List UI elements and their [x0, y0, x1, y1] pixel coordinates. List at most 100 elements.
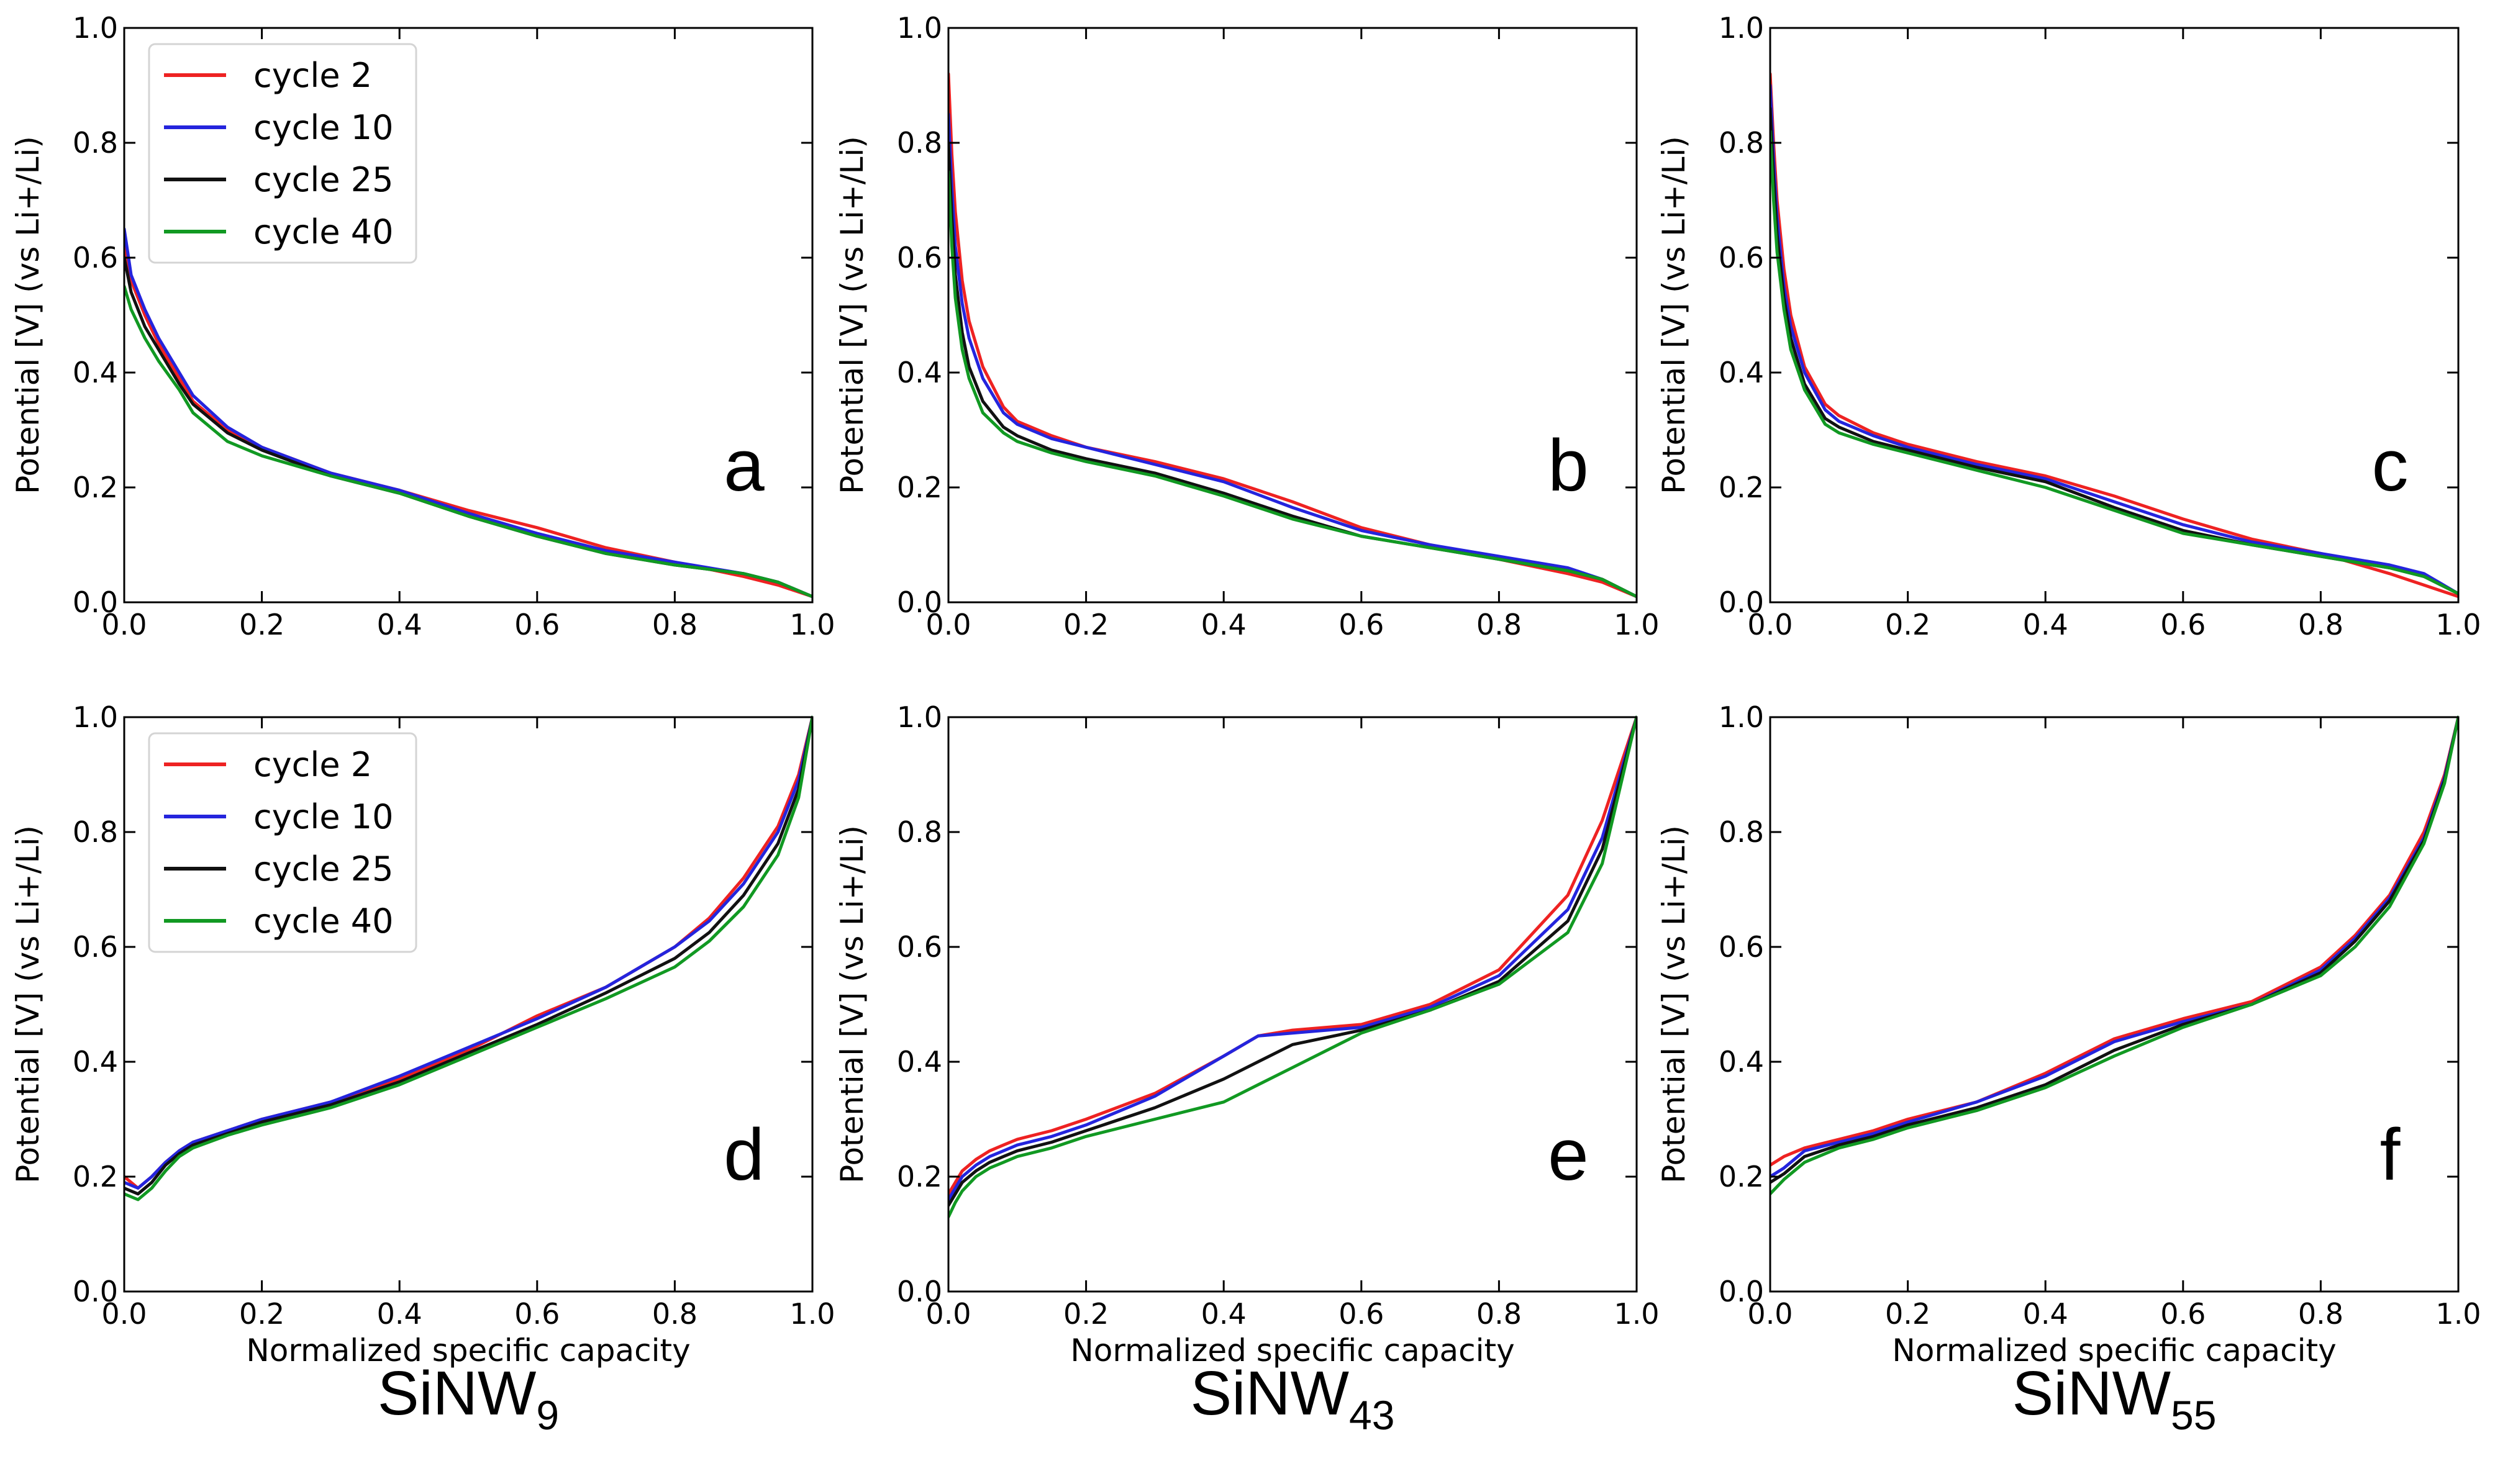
series-line-cycle-25: [1770, 715, 2458, 1184]
y-axis-title: Potential [V] (vs Li+/Li): [10, 136, 46, 494]
series-line-cycle-40: [124, 715, 812, 1201]
x-tick-label: 0.6: [2160, 608, 2206, 641]
x-tick-label: 1.0: [1614, 1297, 1659, 1331]
panel-e: 0.0 0.2 0.4 0.6 0.8 1.0 0.0 0.2 0.4 0.6 0.8 1.0 Pote…: [834, 700, 1660, 1369]
x-tick-label: 1.0: [789, 608, 835, 641]
y-tick-label: 0.4: [73, 356, 118, 389]
y-tick-label: 0.0: [73, 586, 118, 619]
series-line-cycle-2: [948, 715, 1637, 1196]
y-tick-label: 0.2: [1719, 471, 1764, 504]
y-tick-label: 0.6: [73, 241, 118, 274]
y-tick-label: 0.4: [897, 356, 942, 389]
y-tick-label: 0.8: [1719, 126, 1764, 160]
legend: cycle 2 cycle 10 cycle 25 cycle 40: [148, 732, 417, 953]
y-tick-label: 1.0: [73, 700, 118, 734]
panel-f: 0.0 0.2 0.4 0.6 0.8 1.0 0.0 0.2 0.4 0.6 0.8 1.0 Pote…: [1656, 700, 2481, 1369]
column-label-subscript: 9: [536, 1392, 559, 1438]
y-tick-label: 0.8: [897, 126, 942, 160]
x-tick-label: 0.6: [2160, 1297, 2206, 1331]
legend-box: [148, 43, 417, 264]
legend-label: cycle 25: [253, 160, 393, 199]
panel-letter: b: [1548, 425, 1589, 507]
y-tick-label: 0.6: [73, 930, 118, 964]
y-tick-label: 0.6: [897, 930, 942, 964]
x-tick-label: 0.8: [652, 1297, 698, 1331]
plot-frame: [123, 716, 814, 1293]
legend-label: cycle 2: [253, 745, 372, 784]
y-tick-label: 0.4: [73, 1045, 118, 1079]
x-tick-label: 0.0: [1747, 608, 1793, 641]
x-tick-label: 0.2: [1063, 1297, 1109, 1331]
x-tick-label: 0.2: [1063, 608, 1109, 641]
y-tick-label: 0.0: [897, 586, 942, 619]
legend-box: [148, 732, 417, 953]
legend-label: cycle 25: [253, 849, 393, 889]
plot-frame: [947, 716, 1638, 1293]
column-label: SiNW55: [2012, 1359, 2217, 1438]
x-tick-label: 0.0: [925, 608, 971, 641]
x-tick-label: 0.6: [1338, 1297, 1384, 1331]
y-tick-label: 1.0: [897, 700, 942, 734]
x-tick-label: 0.4: [2023, 1297, 2068, 1331]
series-line-cycle-25: [124, 715, 812, 1196]
legend-label: cycle 40: [253, 902, 393, 941]
panel-letter: e: [1548, 1114, 1589, 1196]
y-tick-label: 0.8: [1719, 815, 1764, 849]
y-tick-label: 1.0: [73, 11, 118, 45]
x-tick-label: 1.0: [2435, 608, 2481, 641]
x-axis-title: Normalized specific capacity: [1892, 1332, 2336, 1369]
series-line-cycle-10: [948, 112, 1637, 599]
x-tick-label: 0.4: [377, 608, 422, 641]
y-tick-label: 1.0: [897, 11, 942, 45]
legend-label: cycle 2: [253, 56, 372, 95]
y-tick-label: 0.2: [897, 1160, 942, 1193]
x-tick-label: 0.2: [1885, 608, 1930, 641]
y-tick-label: 0.8: [73, 815, 118, 849]
x-tick-label: 0.4: [1201, 1297, 1247, 1331]
x-axis-title: Normalized specific capacity: [1070, 1332, 1514, 1369]
x-tick-label: 1.0: [1614, 608, 1659, 641]
x-tick-label: 0.6: [514, 1297, 560, 1331]
series-line-cycle-40: [1770, 130, 2458, 595]
y-tick-label: 0.0: [1719, 1275, 1764, 1308]
x-tick-label: 0.8: [652, 608, 698, 641]
series-line-cycle-40: [1770, 715, 2458, 1196]
panel-letter: c: [2372, 425, 2409, 507]
y-tick-label: 0.2: [73, 1160, 118, 1193]
x-tick-label: 0.0: [101, 608, 147, 641]
x-tick-label: 0.8: [2298, 1297, 2343, 1331]
x-tick-label: 0.0: [1747, 1297, 1793, 1331]
series-line-cycle-40: [124, 284, 812, 599]
panel-b: 0.0 0.2 0.4 0.6 0.8 1.0 0.0 0.2 0.4 0.6 0.8 1.0 Pote…: [834, 11, 1660, 641]
y-tick-label: 0.8: [73, 126, 118, 160]
y-tick-label: 0.2: [897, 471, 942, 504]
x-axis-title: Normalized specific capacity: [246, 1332, 690, 1369]
x-tick-label: 0.2: [1885, 1297, 1930, 1331]
y-axis-title: Potential [V] (vs Li+/Li): [834, 136, 870, 494]
y-tick-label: 0.2: [1719, 1160, 1764, 1193]
x-tick-label: 0.4: [2023, 608, 2068, 641]
x-tick-label: 1.0: [2435, 1297, 2481, 1331]
panel-a: 0.0 0.2 0.4 0.6 0.8 1.0 0.0 0.2 0.4 0.6 0.8 1.0 Pote…: [10, 11, 835, 641]
y-tick-label: 1.0: [1719, 700, 1764, 734]
plot-frame: [947, 27, 1638, 604]
x-tick-label: 0.6: [514, 608, 560, 641]
panel-c: 0.0 0.2 0.4 0.6 0.8 1.0 0.0 0.2 0.4 0.6 0.8 1.0 Pote…: [1656, 11, 2481, 641]
x-tick-label: 0.8: [1476, 1297, 1522, 1331]
x-tick-label: 0.0: [101, 1297, 147, 1331]
x-tick-label: 0.4: [1201, 608, 1247, 641]
y-tick-label: 1.0: [1719, 11, 1764, 45]
series-line-cycle-40: [948, 715, 1637, 1219]
legend-label: cycle 10: [253, 108, 393, 147]
plot-frame: [123, 27, 814, 604]
series-line-cycle-10: [124, 715, 812, 1190]
x-tick-label: 0.2: [239, 1297, 284, 1331]
y-tick-label: 0.4: [897, 1045, 942, 1079]
column-label-main: SiNW: [1191, 1359, 1350, 1428]
panel-letter: d: [724, 1114, 765, 1196]
plot-frame: [1769, 27, 2460, 604]
column-label: SiNW9: [378, 1359, 559, 1438]
x-tick-label: 0.8: [1476, 608, 1522, 641]
series-line-cycle-40: [948, 170, 1637, 599]
series-line-cycle-10: [124, 227, 812, 599]
